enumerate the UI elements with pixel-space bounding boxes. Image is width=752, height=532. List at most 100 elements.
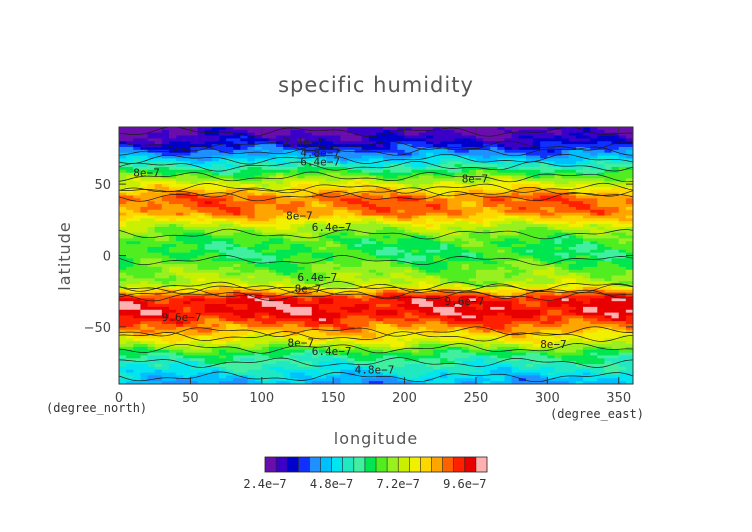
field-cell (326, 278, 334, 282)
field-cell (583, 304, 591, 308)
field-cell (483, 249, 491, 254)
field-cell (433, 195, 441, 199)
field-cell (547, 315, 556, 319)
field-cell (254, 164, 263, 168)
field-cell (418, 289, 427, 294)
field-cell (547, 132, 556, 137)
field-cell (433, 175, 441, 179)
field-cell (133, 321, 142, 325)
field-cell (461, 212, 470, 217)
field-cell (154, 304, 163, 308)
field-cell (533, 206, 541, 211)
field-cell (497, 195, 506, 199)
field-cell (354, 212, 363, 217)
field-cell (583, 241, 591, 245)
field-cell (147, 164, 156, 168)
field-cell (447, 198, 456, 202)
field-cell (533, 201, 541, 205)
field-cell (425, 269, 434, 274)
field-cell (383, 141, 391, 145)
field-cell (376, 292, 384, 297)
field-cell (440, 266, 448, 271)
field-cell (168, 184, 177, 188)
field-cell (333, 127, 341, 131)
field-cell (190, 235, 199, 239)
field-cell (597, 172, 606, 177)
field-cell (547, 158, 556, 162)
field-cell (333, 252, 341, 257)
field-cell (433, 215, 441, 219)
field-cell (518, 321, 527, 325)
field-cell (511, 321, 520, 325)
field-cell (254, 252, 263, 257)
field-cell (575, 304, 584, 308)
field-cell (318, 252, 327, 257)
field-cell (454, 198, 463, 202)
field-cell (126, 181, 134, 185)
field-cell (604, 201, 613, 205)
field-cell (397, 218, 406, 222)
field-cell (283, 192, 291, 197)
field-cell (333, 306, 341, 311)
field-cell (161, 232, 170, 237)
field-cell (483, 312, 491, 317)
field-cell (247, 235, 256, 239)
field-cell (290, 264, 299, 268)
field-cell (561, 184, 570, 188)
field-cell (176, 255, 184, 259)
field-cell (418, 192, 427, 197)
field-cell (361, 241, 370, 245)
field-cell (333, 161, 341, 165)
field-cell (347, 146, 356, 151)
field-cell (575, 295, 584, 299)
field-cell (304, 201, 313, 205)
field-cell (518, 284, 527, 288)
field-cell (597, 232, 606, 237)
field-cell (333, 275, 341, 279)
field-cell (311, 315, 320, 319)
field-cell (311, 127, 320, 131)
field-cell (168, 138, 177, 142)
field-cell (261, 226, 270, 231)
field-cell (254, 255, 263, 259)
field-cell (404, 321, 413, 325)
field-cell (333, 149, 341, 154)
field-cell (383, 132, 391, 137)
field-cell (133, 246, 142, 251)
field-cell (204, 278, 213, 282)
field-cell (518, 169, 527, 174)
field-cell (268, 212, 277, 217)
field-cell (618, 189, 627, 194)
field-cell (411, 155, 420, 160)
field-cell (483, 146, 491, 151)
field-cell (340, 255, 349, 259)
field-cell (533, 312, 541, 317)
field-cell (197, 269, 206, 274)
field-cell (311, 232, 320, 237)
field-cell (154, 295, 163, 299)
field-cell (147, 244, 156, 248)
field-cell (161, 184, 170, 188)
field-cell (333, 178, 341, 182)
field-cell (554, 209, 563, 214)
field-cell (497, 304, 506, 308)
field-cell (575, 221, 584, 225)
field-cell (340, 175, 349, 179)
field-cell (361, 146, 370, 151)
field-cell (483, 155, 491, 160)
field-cell (468, 226, 477, 231)
field-cell (397, 241, 406, 245)
field-cell (575, 226, 584, 231)
field-cell (604, 192, 613, 197)
field-cell (468, 235, 477, 239)
field-cell (197, 275, 206, 279)
field-cell (490, 135, 498, 140)
field-cell (533, 278, 541, 282)
field-cell (154, 175, 163, 179)
field-cell (318, 249, 327, 254)
field-cell (583, 246, 591, 251)
field-cell (625, 261, 633, 265)
field-cell (568, 246, 577, 251)
field-cell (297, 301, 306, 305)
field-cell (454, 132, 463, 137)
